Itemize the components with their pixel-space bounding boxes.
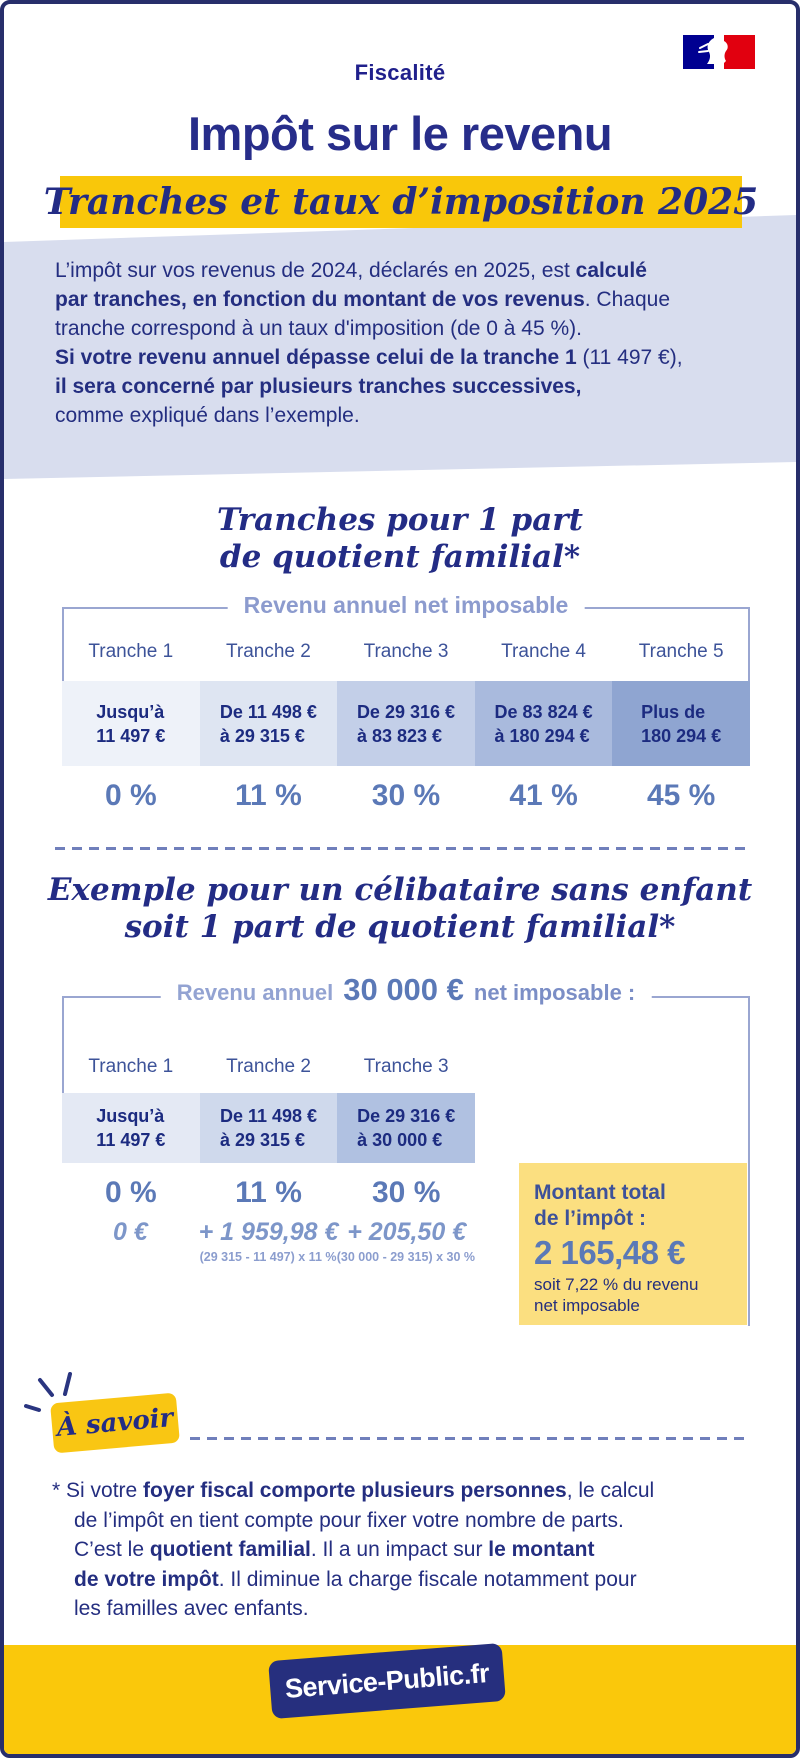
- table1-header-row: Tranche 1 Tranche 2 Tranche 3 Tranche 4 …: [88, 641, 724, 662]
- sparkle-icon: [24, 1372, 72, 1412]
- section1-title: Tranches pour 1 part de quotient familia…: [217, 502, 583, 575]
- range-cell: Jusqu’à 11 497 €: [62, 1093, 200, 1163]
- range-cell: Plus de 180 294 €: [612, 681, 750, 766]
- footnote-paragraph: * Si votre foyer fiscal comporte plusieu…: [52, 1479, 655, 1620]
- table2-range-row: Jusqu’à 11 497 € De 11 498 € à 29 315 € De…: [62, 1093, 476, 1163]
- french-government-logo-icon: [683, 35, 755, 69]
- brackets-table: Revenu annuel net imposable Tranche 1 Tr…: [62, 592, 750, 822]
- intro-paragraph: L’impôt sur vos revenus de 2024, déclaré…: [55, 259, 683, 427]
- table2-rate-row: 0 % 11 % 30 %: [104, 1176, 441, 1209]
- subtitle-text: Tranches et taux d’imposition 2025: [43, 181, 759, 223]
- a-savoir-badge: À savoir: [50, 1392, 180, 1454]
- table1-label: Revenu annuel net imposable: [227, 592, 585, 619]
- table2-header-row: Tranche 1 Tranche 2 Tranche 3: [88, 1056, 449, 1077]
- table1-range-row: Jusqu’à 11 497 € De 11 498 € à 29 315 € De…: [62, 681, 750, 766]
- example-income-amount: 30 000 €: [343, 972, 464, 1007]
- range-cell: De 29 316 € à 30 000 €: [337, 1093, 476, 1163]
- total-tax-note: soit 7,22 % du revenu net imposable: [534, 1275, 699, 1315]
- range-cell: Jusqu’à 11 497 €: [62, 681, 200, 766]
- a-savoir-divider: [190, 1437, 748, 1440]
- range-cell: De 29 316 € à 83 823 €: [337, 681, 475, 766]
- subtitle-banner: Tranches et taux d’imposition 2025: [44, 176, 758, 228]
- page-title: Impôt sur le revenu: [187, 107, 613, 160]
- section2-title: Exemple pour un célibataire sans enfant …: [47, 872, 753, 945]
- total-tax-box: Montant total de l’impôt : 2 165,48 € so…: [519, 1163, 747, 1325]
- category-label: Fiscalité: [354, 60, 446, 85]
- total-tax-amount: 2 165,48 €: [534, 1234, 685, 1271]
- table2-amount-row: 0 € + 1 959,98 € + 205,50 €: [112, 1218, 467, 1246]
- example-table: Revenu annuel 30 000 € net imposable : T…: [62, 972, 750, 1326]
- range-cell: De 11 498 € à 29 315 €: [199, 1093, 338, 1163]
- section-divider: [55, 847, 749, 850]
- table2-label: Revenu annuel 30 000 € net imposable :: [160, 972, 652, 1008]
- total-tax-title: Montant total de l’impôt :: [534, 1181, 666, 1230]
- table1-rate-row: 0 % 11 % 30 % 41 % 45 %: [104, 779, 716, 812]
- table2-formula-row: (29 315 - 11 497) x 11 % (30 000 - 29 31…: [199, 1250, 476, 1264]
- intro-background-shape: [4, 215, 796, 479]
- range-cell: De 83 824 € à 180 294 €: [474, 681, 613, 766]
- range-cell: De 11 498 € à 29 315 €: [199, 681, 338, 766]
